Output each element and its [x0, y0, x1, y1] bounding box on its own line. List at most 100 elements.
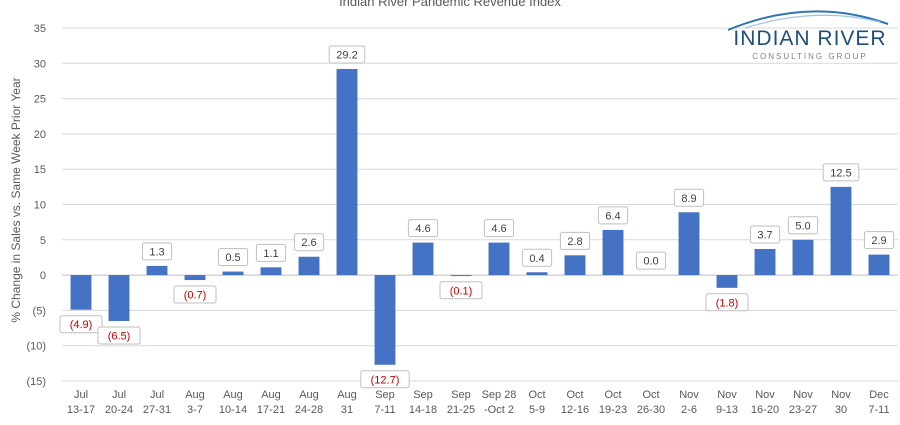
bar	[450, 275, 472, 277]
data-label-box	[635, 251, 667, 270]
data-label-box	[483, 219, 515, 238]
data-label: 29.2	[328, 45, 366, 64]
bar	[526, 272, 548, 276]
x-tick-label-days: 5-9	[529, 404, 545, 416]
data-label: 1.1	[255, 243, 287, 262]
y-tick-label: 25	[34, 94, 46, 106]
data-label: 2.9	[863, 231, 895, 250]
data-label: 6.4	[597, 206, 629, 225]
bar	[830, 186, 852, 276]
x-tick-label-month: Nov	[679, 389, 699, 401]
data-label-text: (4.9)	[70, 319, 93, 331]
x-tick-label-days: 16-20	[751, 404, 779, 416]
data-label-box	[328, 45, 366, 64]
data-label-box	[255, 243, 287, 262]
data-label-box	[141, 242, 173, 261]
data-label-text: 29.2	[336, 49, 357, 61]
x-tick-label-month: Aug	[185, 389, 205, 401]
y-tick-label: 0	[40, 270, 46, 282]
bar	[222, 271, 244, 276]
x-tick-label-days: 12-16	[561, 404, 589, 416]
y-tick-label: 15	[34, 164, 46, 176]
data-label-text: 1.3	[149, 246, 164, 258]
logo-tagline: CONSULTING GROUP	[752, 52, 867, 61]
x-tick-label-month: Nov	[793, 389, 813, 401]
x-tick-label-month: Sep	[451, 389, 471, 401]
data-label-text: (1.8)	[716, 297, 739, 309]
data-label-text: 3.7	[757, 229, 772, 241]
x-tick-label-month: Aug	[261, 389, 281, 401]
data-label: (1.8)	[705, 293, 749, 312]
x-tick-label-days: 20-24	[105, 404, 133, 416]
y-axis-title: % Change in Sales vs. Same Week Prior Ye…	[9, 77, 23, 322]
data-label-text: 6.4	[605, 210, 620, 222]
bar	[488, 242, 510, 276]
x-tick-label-days: 14-18	[409, 404, 437, 416]
x-tick-label-month: Dec	[869, 389, 889, 401]
data-label: (12.7)	[360, 370, 410, 389]
y-tick-label: (10)	[26, 341, 46, 353]
x-tick-label-month: Nov	[717, 389, 737, 401]
data-label-box	[439, 281, 483, 300]
data-label-text: 4.6	[415, 223, 430, 235]
data-label: 0.5	[217, 248, 249, 267]
bar	[108, 275, 130, 321]
x-tick-label-days: 13-17	[67, 404, 95, 416]
bar	[298, 256, 320, 276]
data-label-text: 5.0	[795, 220, 810, 232]
data-label-box	[822, 163, 860, 182]
x-tick-label-days: 17-21	[257, 404, 285, 416]
data-label-box	[521, 248, 553, 267]
data-label-box	[360, 370, 410, 389]
logo-swoosh-accent-icon	[744, 14, 881, 29]
x-tick-label-month: Jul	[74, 389, 88, 401]
x-tick-label-days: 30	[835, 404, 847, 416]
x-tick-label-month: Aug	[223, 389, 243, 401]
x-tick-label-days: -Oct 2	[484, 404, 514, 416]
bar	[792, 239, 814, 276]
data-label-box	[559, 231, 591, 250]
x-tick-label-days: 2-6	[681, 404, 697, 416]
data-label-text: 2.8	[567, 236, 582, 248]
data-label: (4.9)	[59, 315, 103, 334]
y-tick-label: (5)	[33, 305, 46, 317]
bar	[336, 68, 358, 276]
data-label-text: 4.6	[491, 223, 506, 235]
x-tick-label-month: Sep	[413, 389, 433, 401]
data-label-box	[673, 188, 705, 207]
x-axis: Jul 13-17 Jul 20-24 Jul 27-31 Aug 3-7 Aug 10-14 Au…	[67, 389, 890, 416]
data-label: 4.6	[407, 219, 439, 238]
data-label: 1.3	[141, 242, 173, 261]
data-label: 2.6	[293, 233, 325, 252]
data-label: (0.7)	[173, 285, 217, 304]
data-label-box	[217, 248, 249, 267]
data-label: 8.9	[673, 188, 705, 207]
data-label: 4.6	[483, 219, 515, 238]
data-label: 0.4	[521, 248, 553, 267]
x-tick-label-days: 7-11	[374, 404, 395, 416]
bar	[146, 265, 168, 276]
data-label-text: 0.0	[643, 256, 658, 268]
y-tick-label: 10	[34, 200, 46, 212]
data-label-text: 2.9	[871, 235, 886, 247]
data-label-box	[173, 285, 217, 304]
x-tick-label-month: Oct	[528, 389, 545, 401]
x-tick-label-days: 9-13	[716, 404, 738, 416]
y-tick-label: 5	[40, 235, 46, 247]
x-tick-label-days: 23-27	[789, 404, 817, 416]
bar	[716, 275, 738, 288]
data-label-text: (6.5)	[108, 330, 131, 342]
data-label-text: 12.5	[830, 167, 851, 179]
x-tick-label-month: Aug	[299, 389, 319, 401]
chart-title: Indian River Pandemic Revenue Index	[339, 0, 561, 9]
y-tick-label: 20	[34, 129, 46, 141]
data-label-text: 8.9	[681, 193, 696, 205]
x-tick-label-month: Nov	[755, 389, 775, 401]
bar	[678, 212, 700, 276]
gridlines	[62, 27, 898, 382]
bar	[412, 242, 434, 276]
x-tick-label-days: 19-23	[599, 404, 627, 416]
x-tick-label-month: Sep 28	[482, 389, 517, 401]
